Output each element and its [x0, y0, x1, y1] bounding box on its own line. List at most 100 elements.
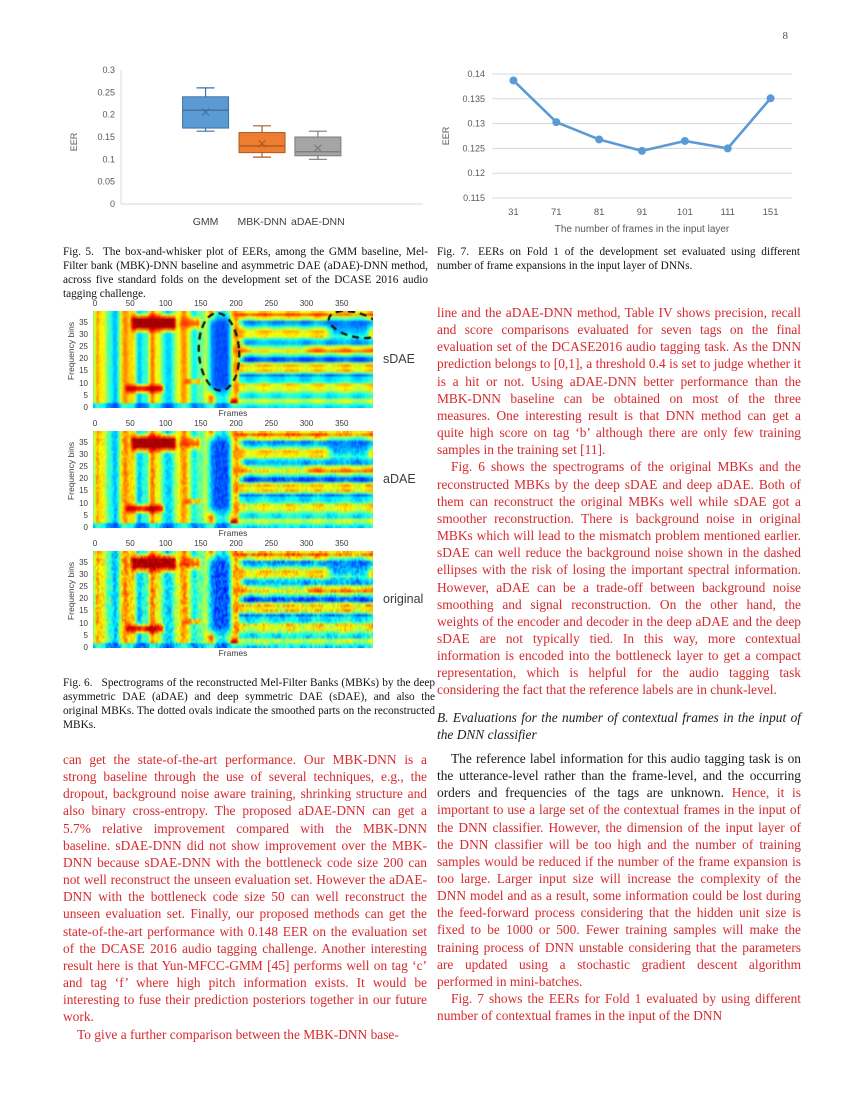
- x-tick-label: 250: [264, 299, 278, 308]
- x-tick-label: 100: [158, 419, 173, 428]
- panel-label-sDAE: sDAE: [383, 352, 415, 366]
- x-tick-label: 300: [299, 419, 314, 428]
- x-tick-label: 300: [299, 299, 314, 308]
- fig5-boxplot-chart: 0 0.05 0.1 0.15 0.2 0.25 0.3 EER GMM MBK-DNN aDAE-…: [69, 65, 423, 228]
- fig6-caption-text: Spectrograms of the reconstructed Mel-Fi…: [63, 677, 435, 731]
- svg-text:71: 71: [551, 207, 562, 218]
- x-tick-label: 250: [264, 419, 278, 428]
- svg-text:MBK-DNN: MBK-DNN: [238, 216, 287, 228]
- panel-label-original: original: [383, 592, 424, 606]
- y-tick-label: 15: [79, 606, 88, 616]
- paragraph-right-1: line and the aDAE-DNN method, Table IV s…: [437, 305, 801, 458]
- y-tick-label: 35: [79, 437, 88, 447]
- svg-text:0.2: 0.2: [102, 110, 115, 120]
- y-tick-label: 5: [83, 630, 88, 640]
- y-tick-label: 10: [79, 378, 88, 388]
- left-column: can get the state-of-the-art performance…: [63, 751, 427, 1043]
- x-tick-label: 150: [194, 539, 208, 548]
- x-tick-label: 100: [158, 299, 173, 308]
- y-tick-label: 0: [83, 402, 88, 412]
- y-tick-label: 15: [79, 366, 88, 376]
- svg-text:EER: EER: [69, 132, 79, 151]
- frames-axis-label: Frames: [218, 528, 248, 538]
- right-column: line and the aDAE-DNN method, Table IV s…: [437, 304, 801, 1024]
- svg-text:31: 31: [508, 207, 519, 218]
- y-tick-label: 0: [83, 642, 88, 652]
- y-tick-label: 25: [79, 462, 88, 472]
- fig5-caption-label: Fig. 5.: [63, 246, 94, 258]
- fig7-caption: Fig. 7. EERs on Fold 1 of the development…: [437, 246, 800, 274]
- svg-text:91: 91: [637, 207, 648, 218]
- section-heading-b: B. Evaluations for the number of context…: [437, 709, 801, 742]
- figure-6: 0 50 100 150 200 250 300 350 35 30 25 20 15 10 5 0 Frequ…: [63, 298, 435, 733]
- paragraph-right-3: The reference label information for this…: [437, 750, 801, 990]
- paragraph-right-2: Fig. 6 shows the spectrograms of the ori…: [437, 459, 801, 698]
- svg-text:EER: EER: [441, 126, 451, 145]
- svg-text:0.13: 0.13: [467, 119, 485, 129]
- svg-text:111: 111: [720, 207, 734, 218]
- spectrogram-stack: 0 50 100 150 200 250 300 350 35 30 25 20 15 10 5 0 Frequ…: [63, 298, 435, 658]
- y-tick-label: 0: [83, 522, 88, 532]
- svg-text:0.12: 0.12: [467, 168, 485, 178]
- svg-text:0.05: 0.05: [97, 177, 115, 187]
- svg-text:aDAE-DNN: aDAE-DNN: [291, 216, 345, 228]
- x-tick-label: 0: [92, 419, 98, 428]
- paragraph-left-1: can get the state-of-the-art performance…: [63, 752, 427, 1025]
- spectrogram-image-aDAE: [93, 431, 373, 528]
- x-tick-label: 200: [229, 539, 243, 548]
- fig5-caption-text: The box-and-whisker plot of EERs, among …: [63, 246, 428, 300]
- x-tick-label: 200: [229, 299, 243, 308]
- x-tick-label: 100: [158, 539, 173, 548]
- fig6-caption-label: Fig. 6.: [63, 677, 93, 689]
- x-tick-label: 0: [92, 539, 98, 548]
- y-tick-label: 35: [79, 557, 88, 567]
- fig7-caption-label: Fig. 7.: [437, 246, 470, 258]
- paragraph-right-4: Fig. 7 shows the EERs for Fold 1 evaluat…: [437, 991, 801, 1024]
- panel-label-aDAE: aDAE: [383, 472, 416, 486]
- y-tick-label: 10: [79, 618, 88, 628]
- svg-text:0.14: 0.14: [467, 69, 485, 79]
- spectrogram-panel-aDAE: 0 50 100 150 200 250 300 350 35 30 25 20 15 10 5 0 Frequ…: [63, 418, 435, 538]
- svg-text:0.1: 0.1: [102, 154, 115, 164]
- spectrogram-panel-sDAE: 0 50 100 150 200 250 300 350 35 30 25 20 15 10 5 0 Frequ…: [63, 298, 435, 418]
- y-tick-label: 20: [79, 594, 88, 604]
- y-tick-label: 20: [79, 474, 88, 484]
- svg-text:0.135: 0.135: [462, 94, 485, 104]
- spectrogram-image-original: [93, 551, 373, 648]
- spectrogram-panel-original: 0 50 100 150 200 250 300 350 35 30 25 20 15 10 5 0 Frequ…: [63, 538, 435, 658]
- x-tick-label: 350: [335, 419, 349, 428]
- y-tick-label: 5: [83, 510, 88, 520]
- paragraph-right-3-black: The reference label information for this…: [437, 750, 801, 801]
- page-number: 8: [782, 30, 789, 42]
- svg-text:0: 0: [110, 199, 115, 209]
- y-tick-label: 15: [79, 486, 88, 496]
- svg-text:81: 81: [594, 207, 605, 218]
- paragraph-left-2: To give a further comparison between the…: [77, 1026, 399, 1042]
- fig5-caption: Fig. 5. The box-and-whisker plot of EERs,…: [63, 246, 428, 302]
- frames-axis-label: Frames: [218, 648, 248, 658]
- svg-text:0.15: 0.15: [97, 132, 115, 142]
- svg-text:0.25: 0.25: [97, 87, 115, 97]
- freq-bins-axis-label: Frequency bins: [66, 321, 76, 381]
- svg-text:0.115: 0.115: [463, 193, 485, 203]
- svg-text:0.125: 0.125: [462, 143, 485, 153]
- svg-text:101: 101: [677, 207, 693, 218]
- x-tick-label: 0: [92, 299, 98, 308]
- x-tick-label: 150: [194, 419, 208, 428]
- svg-text:151: 151: [763, 207, 779, 218]
- x-tick-label: 250: [264, 539, 278, 548]
- freq-bins-axis-label: Frequency bins: [66, 441, 76, 501]
- y-tick-label: 5: [83, 390, 88, 400]
- figure-7: 0.115 0.12 0.125 0.13 0.135 0.14 EER 31 71 81 91 10…: [437, 62, 800, 274]
- fig7-line-chart: 0.115 0.12 0.125 0.13 0.135 0.14 EER 31 71 81 91 10…: [441, 69, 792, 235]
- y-tick-label: 30: [79, 450, 88, 460]
- svg-text:The number of frames in the in: The number of frames in the input layer: [555, 224, 730, 235]
- x-tick-label: 350: [335, 539, 349, 548]
- y-tick-label: 25: [79, 342, 88, 352]
- x-tick-label: 300: [299, 539, 314, 548]
- freq-bins-axis-label: Frequency bins: [66, 561, 76, 621]
- fig6-caption: Fig. 6. Spectrograms of the reconstructed…: [63, 677, 435, 733]
- y-tick-label: 10: [79, 498, 88, 508]
- y-tick-label: 30: [79, 330, 88, 340]
